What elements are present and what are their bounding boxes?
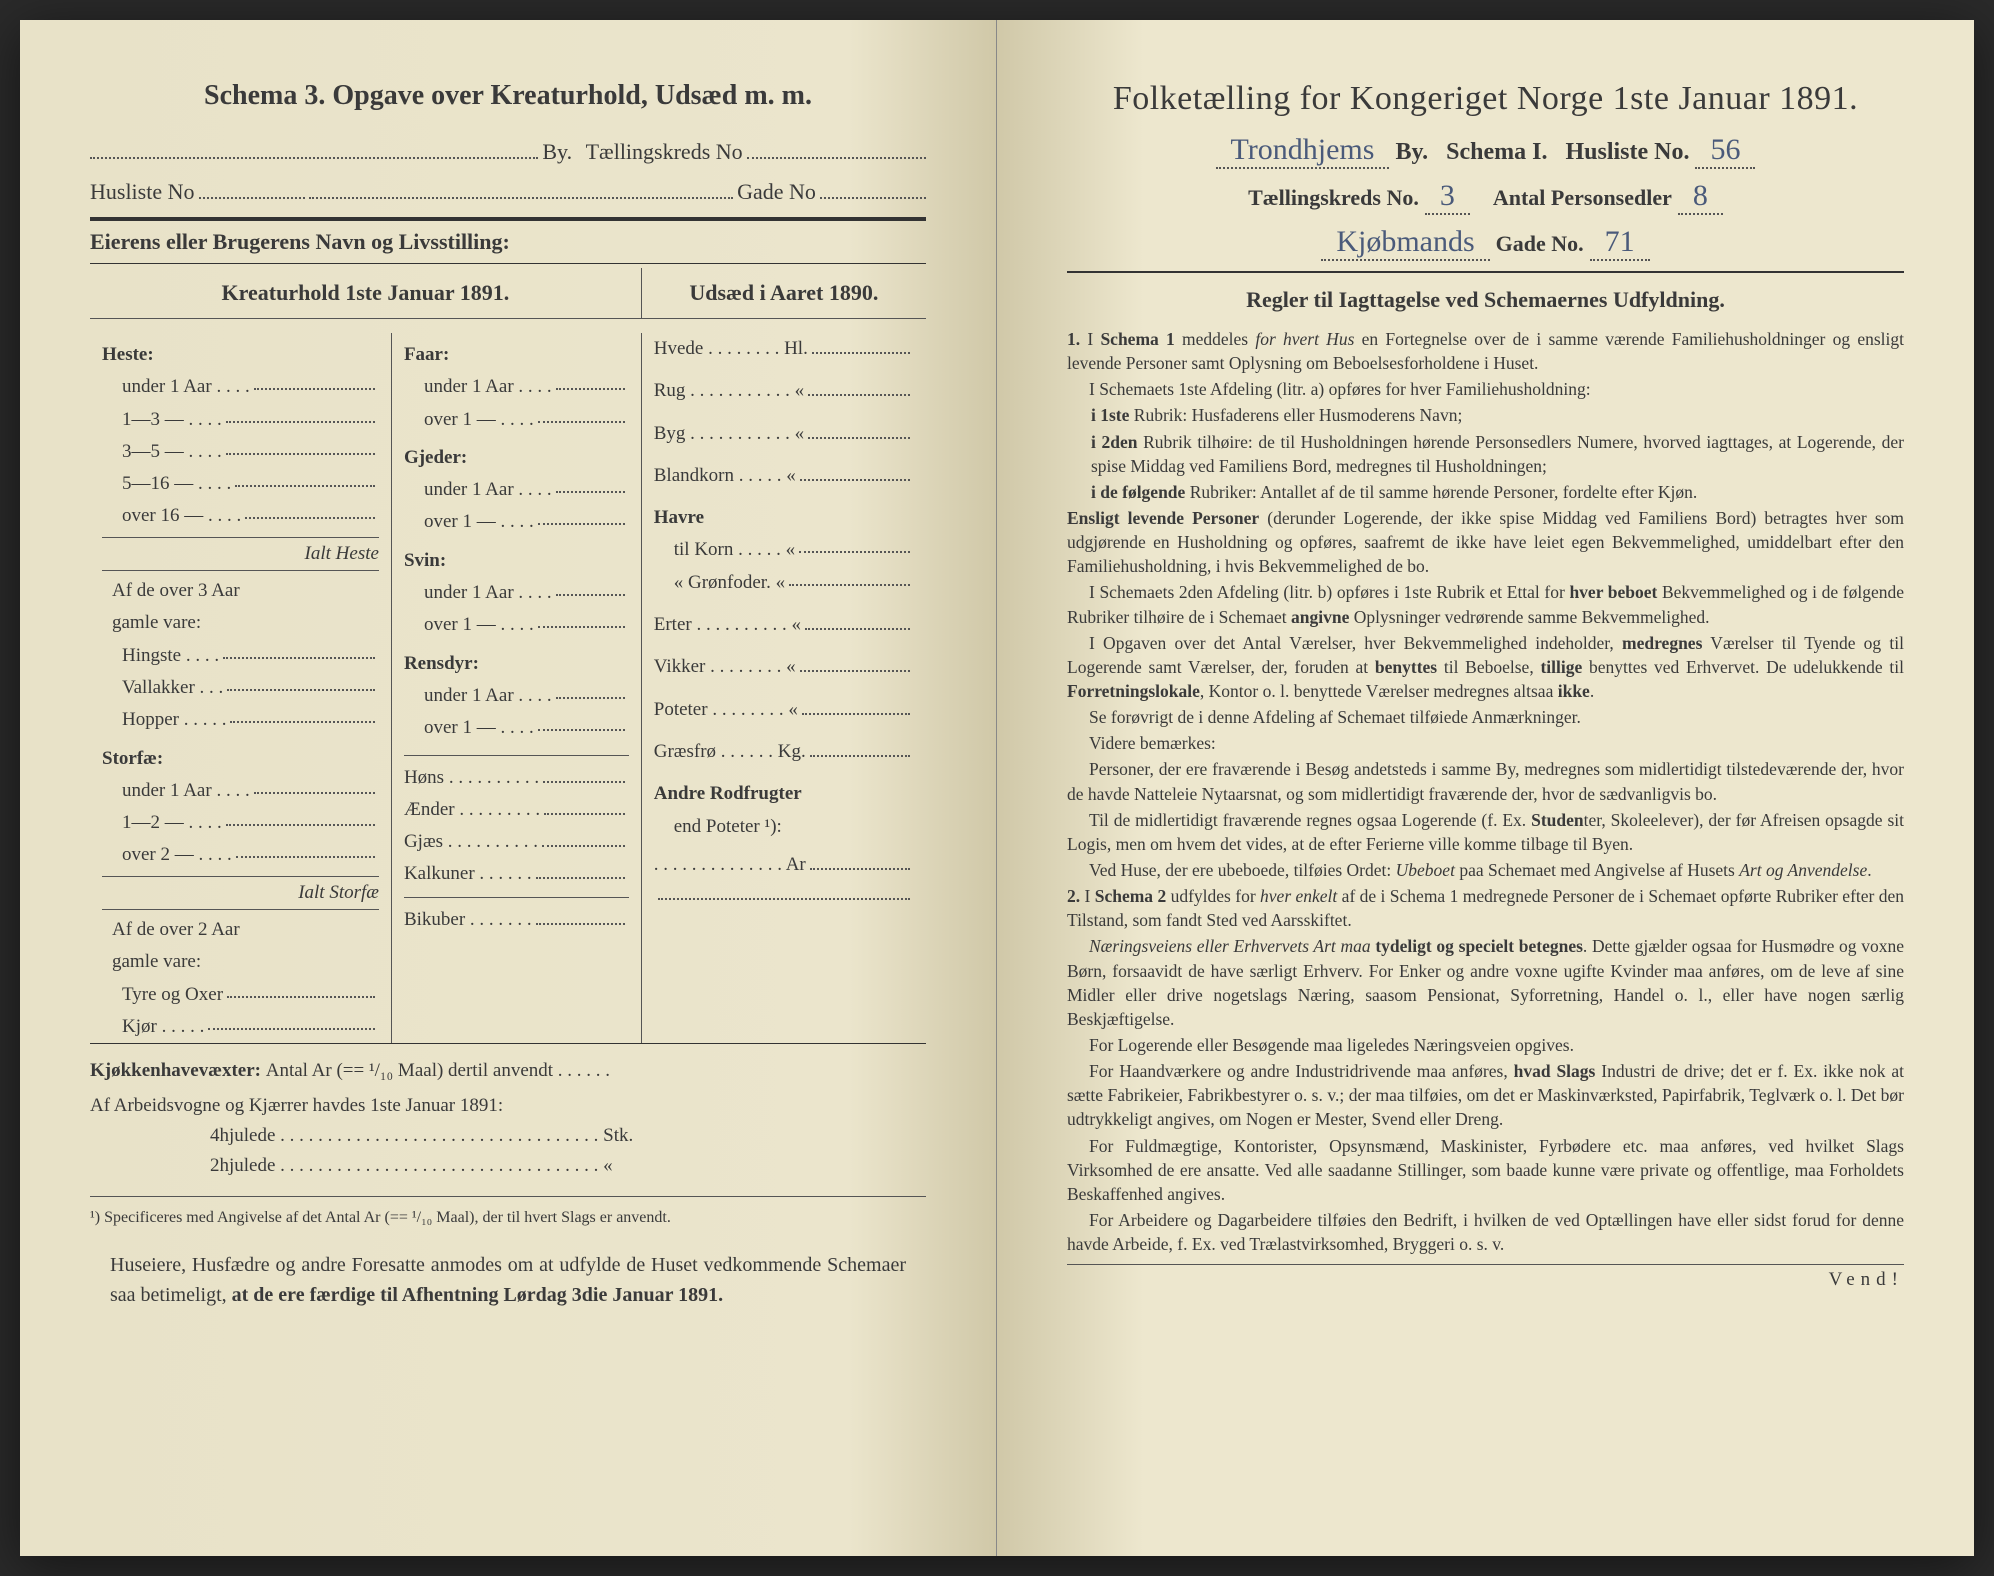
heste-label: Heste: [102, 339, 379, 371]
header-hus-row: Husliste No Gade No [90, 177, 926, 205]
handwritten-gadeno: 71 [1590, 225, 1650, 261]
by-label: By. [542, 139, 572, 165]
column-1: Heste: under 1 Aar . . . . 1—3 — . . . .… [90, 333, 391, 1043]
tk-label: Tællingskreds No [586, 139, 743, 165]
census-row-3: Kjøbmands Gade No. 71 [1067, 225, 1904, 261]
column-3: Hvede . . . . . . . . Hl. Rug . . . . . … [642, 333, 926, 1043]
final-note: Huseiere, Husfædre og andre Foresatte an… [90, 1250, 926, 1310]
column-2: Faar: under 1 Aar . . . . over 1 — . . .… [391, 333, 642, 1043]
storfae-label: Storfæ: [102, 743, 379, 775]
handwritten-city: Trondhjems [1216, 133, 1390, 169]
ialt-storfae: Ialt Storfæ [102, 876, 379, 910]
census-row-2: Tællingskreds No. 3 Antal Personsedler 8 [1067, 179, 1904, 215]
footnote: ¹) Specificeres med Angivelse af det Ant… [90, 1196, 926, 1231]
gade-label: Gade No [737, 179, 816, 205]
handwritten-husliste: 56 [1695, 133, 1755, 169]
book-spread: Schema 3. Opgave over Kreaturhold, Udsæd… [20, 20, 1974, 1556]
col-head-udsaed: Udsæd i Aaret 1890. [642, 268, 926, 319]
handwritten-gade: Kjøbmands [1321, 225, 1489, 261]
ialt-heste: Ialt Heste [102, 537, 379, 571]
owner-label: Eierens eller Brugerens Navn og Livsstil… [90, 229, 926, 255]
schema3-title: Schema 3. Opgave over Kreaturhold, Udsæd… [90, 80, 926, 112]
left-page: Schema 3. Opgave over Kreaturhold, Udsæd… [20, 20, 997, 1556]
husliste-label: Husliste No [90, 179, 195, 205]
header-by-row: By. Tællingskreds No [90, 137, 926, 165]
right-page: Folketælling for Kongeriget Norge 1ste J… [997, 20, 1974, 1556]
handwritten-tk: 3 [1425, 179, 1470, 215]
vendi: Vend! [1067, 1264, 1904, 1291]
col-head-kreatur: Kreaturhold 1ste Januar 1891. [90, 268, 642, 319]
main-columns: Heste: under 1 Aar . . . . 1—3 — . . . .… [90, 333, 926, 1043]
rules-title: Regler til Iagttagelse ved Schemaernes U… [1067, 287, 1904, 313]
rules-body: 1. I Schema 1 meddeles for hvert Hus en … [1067, 327, 1904, 1256]
bottom-block: Kjøkkenhavevæxter: Antal Ar (== ¹/₁₀ Maa… [90, 1056, 926, 1230]
census-title: Folketælling for Kongeriget Norge 1ste J… [1067, 80, 1904, 118]
handwritten-antal: 8 [1678, 179, 1723, 215]
census-row-1: Trondhjems By. Schema I. Husliste No. 56 [1067, 133, 1904, 169]
